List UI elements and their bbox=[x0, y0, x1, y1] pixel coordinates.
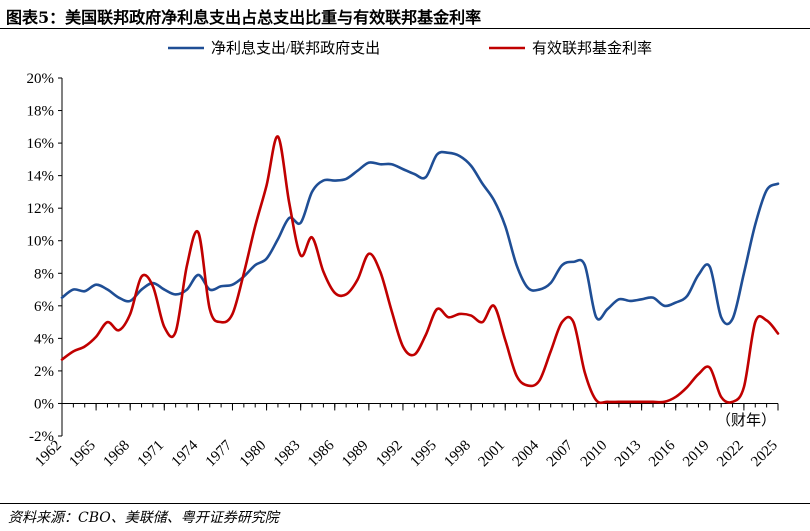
x-tick-label: 1986 bbox=[305, 437, 338, 470]
line-chart: 净利息支出/联邦政府支出 有效联邦基金利率 -2% 0% 2% 4% 6% 8% 10% 12%… bbox=[27, 40, 781, 470]
x-tick-label: 1980 bbox=[237, 438, 270, 471]
x-tick-label: 2010 bbox=[578, 438, 611, 471]
y-tick-label: 0% bbox=[34, 396, 54, 412]
y-tick-label: 4% bbox=[34, 331, 54, 347]
y-tick-label: 6% bbox=[34, 299, 54, 315]
fiscal-year-note: （财年） bbox=[716, 412, 776, 429]
fed-funds-rate-line bbox=[60, 135, 780, 405]
chart-axes: -2%0%2%4%6%8%10%12%14%16%18%20%1962 1965 1… bbox=[27, 71, 781, 470]
x-tick-label: 1977 bbox=[203, 437, 236, 470]
x-tick-label: 1968 bbox=[100, 438, 133, 471]
title-rule bbox=[0, 28, 810, 29]
source-note: 资料来源：CBO、美联储、粤开证券研究院 bbox=[8, 510, 279, 526]
chart-lines bbox=[60, 135, 780, 405]
legend-item-net-interest-label: 净利息支出/联邦政府支出 bbox=[211, 40, 380, 57]
x-tick-label: 1992 bbox=[373, 438, 406, 471]
x-tick-label: 2022 bbox=[714, 438, 747, 471]
legend-item-fed-funds-label: 有效联邦基金利率 bbox=[532, 40, 652, 57]
y-tick-label: -2% bbox=[29, 429, 54, 445]
x-tick-label: 1965 bbox=[66, 438, 99, 471]
x-tick-label: 1974 bbox=[169, 437, 202, 470]
y-tick-label: 16% bbox=[27, 136, 55, 152]
x-tick-label: 1983 bbox=[271, 438, 304, 471]
y-tick-label: 18% bbox=[27, 104, 55, 120]
y-tick-label: 10% bbox=[27, 234, 55, 250]
source-rule bbox=[0, 503, 810, 504]
x-tick-label: 2007 bbox=[544, 437, 577, 470]
x-tick-label: 1971 bbox=[135, 438, 168, 471]
y-tick-label: 8% bbox=[34, 266, 54, 282]
chart-legend: 净利息支出/联邦政府支出 有效联邦基金利率 bbox=[168, 40, 652, 57]
x-tick-label: 2025 bbox=[748, 438, 781, 471]
x-tick-label: 2013 bbox=[612, 438, 645, 471]
x-tick-label: 1998 bbox=[441, 438, 474, 471]
x-tick-label: 2001 bbox=[476, 438, 509, 471]
x-tick-label: 2019 bbox=[680, 438, 713, 471]
x-tick-label: 2016 bbox=[646, 437, 679, 470]
x-tick-label: 2004 bbox=[510, 437, 543, 470]
x-tick-label: 1989 bbox=[339, 438, 372, 471]
y-tick-label: 2% bbox=[34, 364, 54, 380]
y-tick-label: 12% bbox=[27, 201, 55, 217]
figure-title: 图表5：美国联邦政府净利息支出占总支出比重与有效联邦基金利率 bbox=[6, 8, 482, 27]
y-tick-label: 20% bbox=[27, 71, 55, 87]
y-tick-label: 14% bbox=[27, 169, 55, 185]
net-interest-share-line bbox=[60, 150, 780, 326]
x-tick-label: 1995 bbox=[407, 438, 440, 471]
